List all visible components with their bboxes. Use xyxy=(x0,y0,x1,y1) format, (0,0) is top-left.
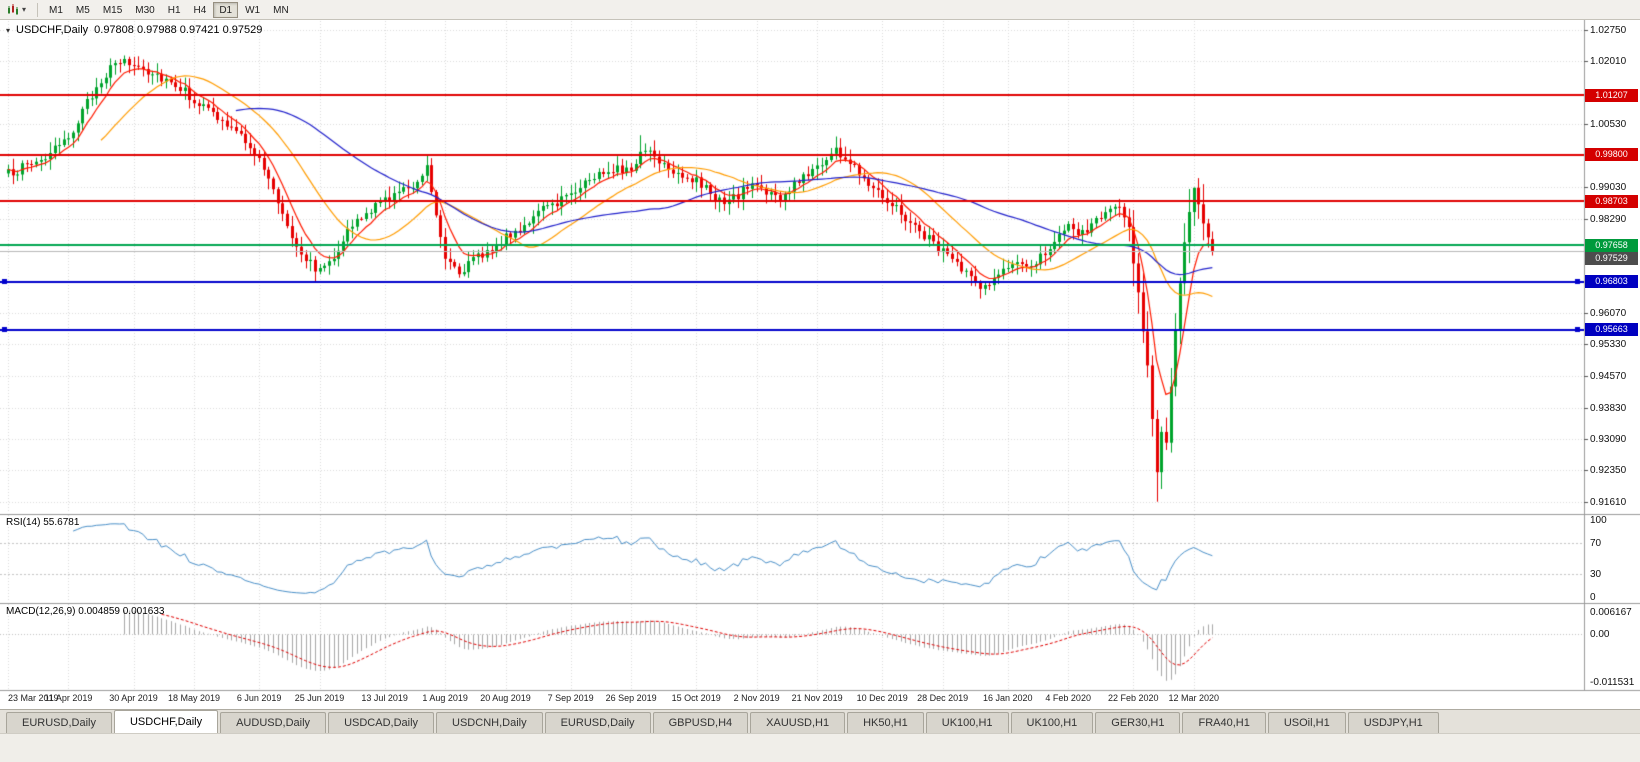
chart-tab-usdjpy-h1[interactable]: USDJPY,H1 xyxy=(1347,712,1439,733)
chart-tab-usdchf-daily[interactable]: USDCHF,Daily xyxy=(113,710,219,733)
price-axis-tick: 1.00530 xyxy=(1590,118,1627,130)
date-axis-label: 13 Jul 2019 xyxy=(361,693,408,703)
rsi-axis-tick: 100 xyxy=(1590,515,1607,526)
price-axis-tick: 1.02010 xyxy=(1590,56,1627,68)
chart-tab-usdcad-daily[interactable]: USDCAD,Daily xyxy=(328,712,435,733)
date-axis-label: 4 Feb 2020 xyxy=(1045,693,1091,703)
chart-tab-usdcnh-daily[interactable]: USDCNH,Daily xyxy=(436,712,543,733)
price-axis-tick: 0.96070 xyxy=(1590,307,1627,319)
statusbar xyxy=(0,733,1640,762)
price-line-badge-current-price: 0.97529 xyxy=(1585,251,1638,265)
price-line-badge-support: 0.95663 xyxy=(1585,323,1638,337)
date-axis-label: 10 Dec 2019 xyxy=(856,693,908,703)
chart-tabbar: EURUSD,Daily USDCHF,Daily AUDUSD,Daily USDC… xyxy=(0,709,1640,733)
chart-tab-fra40-h1[interactable]: FRA40,H1 xyxy=(1182,712,1266,733)
macd-indicator-label: MACD(12,26,9) 0.004859 0.001633 xyxy=(6,606,165,617)
macd-axis-tick-max: 0.006167 xyxy=(1590,607,1632,618)
date-axis-label: 1 Aug 2019 xyxy=(422,693,468,703)
price-line-badge-support: 0.96803 xyxy=(1585,275,1638,289)
date-axis-label: 25 Jun 2019 xyxy=(294,693,345,703)
chart-tab-uk100-h1[interactable]: UK100,H1 xyxy=(925,712,1009,733)
date-axis-label: 15 Oct 2019 xyxy=(671,693,721,703)
price-axis-tick: 0.93830 xyxy=(1590,402,1627,414)
date-axis-label: 7 Sep 2019 xyxy=(547,693,594,703)
price-axis-tick: 0.91610 xyxy=(1590,496,1627,508)
timeframe-button-M5[interactable]: M5 xyxy=(75,4,90,16)
timeframe-button-H1[interactable]: H1 xyxy=(167,4,181,16)
date-axis-label: 2 Nov 2019 xyxy=(733,693,780,703)
chart-tab-eurusd-daily[interactable]: EURUSD,Daily xyxy=(544,712,651,733)
date-axis-label: 22 Feb 2020 xyxy=(1108,693,1159,703)
date-axis-label: 18 May 2019 xyxy=(167,693,221,703)
price-line-badge-resistance: 1.01207 xyxy=(1585,88,1638,102)
date-axis-label: 16 Jan 2020 xyxy=(982,693,1033,703)
date-axis-label: 20 Aug 2019 xyxy=(480,693,531,703)
timeframe-toolbar: ▾ M1 M5 M15 M30 H1 H4 D1 W1 MN xyxy=(0,0,1640,20)
date-axis-label: 11 Apr 2019 xyxy=(44,693,93,703)
timeframe-button-M15[interactable]: M15 xyxy=(102,4,123,16)
chart-tab-hk50-h1[interactable]: HK50,H1 xyxy=(847,712,924,733)
rsi-axis-tick: 0 xyxy=(1590,592,1596,603)
price-axis-tick: 1.02750 xyxy=(1590,24,1627,36)
chart-tab-xauusd-h1[interactable]: XAUUSD,H1 xyxy=(750,712,846,733)
timeframe-button-W1[interactable]: W1 xyxy=(245,4,261,16)
toolbar-separator xyxy=(37,2,38,17)
price-line-badge-level: 0.97658 xyxy=(1585,238,1638,252)
rsi-axis-tick: 70 xyxy=(1590,538,1602,550)
date-axis-label: 30 Apr 2019 xyxy=(109,693,158,703)
chart-window-icon[interactable] xyxy=(4,2,22,18)
date-axis-label: 12 Mar 2020 xyxy=(1168,693,1220,703)
chart-tab-usoil-h1[interactable]: USOil,H1 xyxy=(1267,712,1346,733)
price-line-badge-resistance: 0.99800 xyxy=(1585,148,1638,162)
price-chart-canvas[interactable] xyxy=(0,20,1640,709)
price-axis-tick: 0.95330 xyxy=(1590,339,1627,351)
timeframe-button-H4[interactable]: H4 xyxy=(193,4,207,16)
macd-axis-tick-zero: 0.00 xyxy=(1590,629,1610,641)
chart-tab-ger30-h1[interactable]: GER30,H1 xyxy=(1095,712,1181,733)
price-line-badge-resistance: 0.98703 xyxy=(1585,194,1638,208)
date-axis-label: 23 Mar 2019 xyxy=(8,693,59,703)
chart-symbol-period: USDCHF,Daily xyxy=(16,24,89,36)
chart-title: ▾ USDCHF,Daily 0.97808 0.97988 0.97421 0… xyxy=(6,24,262,36)
chart-ohlc-values: 0.97808 0.97988 0.97421 0.97529 xyxy=(94,24,263,36)
timeframe-button-M30[interactable]: M30 xyxy=(135,4,155,16)
timeframe-button-M1[interactable]: M1 xyxy=(49,4,63,16)
price-axis-tick: 0.99030 xyxy=(1590,182,1627,194)
timeframe-button-D1[interactable]: D1 xyxy=(213,1,239,18)
macd-axis-tick-min: -0.011531 xyxy=(1590,677,1635,688)
date-axis-label: 26 Sep 2019 xyxy=(605,693,657,703)
price-axis-tick: 0.98290 xyxy=(1590,213,1627,225)
candlestick-chart-icon xyxy=(7,3,18,15)
price-axis-tick: 0.94570 xyxy=(1590,371,1627,383)
chart-dropdown-icon[interactable]: ▾ xyxy=(6,25,11,35)
chart-tab-gbpusd-h4[interactable]: GBPUSD,H4 xyxy=(652,712,749,733)
rsi-axis-tick: 30 xyxy=(1590,568,1602,580)
timeframe-button-MN[interactable]: MN xyxy=(273,4,289,16)
price-axis-tick: 0.92350 xyxy=(1590,465,1627,477)
toolbar-dropdown-icon[interactable]: ▾ xyxy=(22,5,27,14)
chart-tab-audusd-daily[interactable]: AUDUSD,Daily xyxy=(220,712,327,733)
timeframe-button-group: M1 M5 M15 M30 H1 H4 D1 W1 MN xyxy=(43,1,296,18)
chart-tab-eurusd-daily[interactable]: EURUSD,Daily xyxy=(6,712,112,733)
rsi-indicator-label: RSI(14) 55.6781 xyxy=(6,517,80,528)
date-axis-label: 6 Jun 2019 xyxy=(236,693,282,703)
chart-area: ▾ USDCHF,Daily 0.97808 0.97988 0.97421 0… xyxy=(0,20,1640,709)
price-axis-tick: 0.93090 xyxy=(1590,434,1627,445)
date-axis-label: 21 Nov 2019 xyxy=(791,693,843,703)
date-axis-label: 28 Dec 2019 xyxy=(917,693,969,703)
chart-tab-uk100-h1[interactable]: UK100,H1 xyxy=(1010,712,1094,733)
